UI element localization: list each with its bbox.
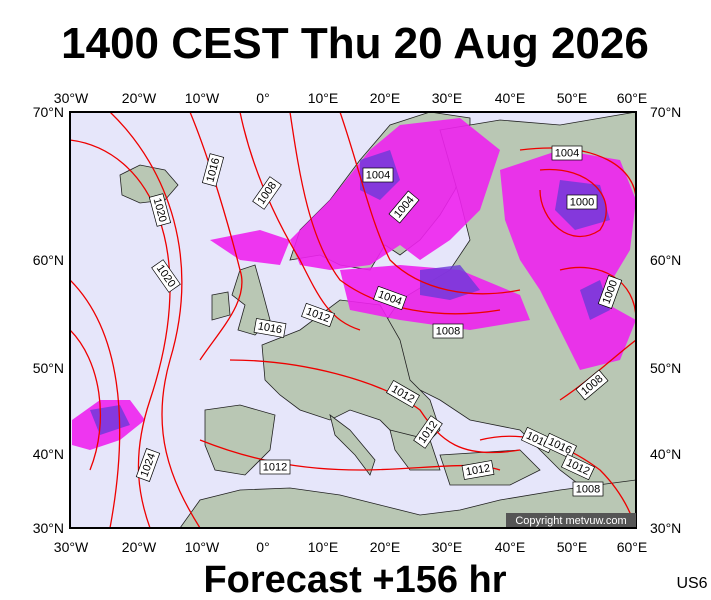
longitude-label: 10°W — [185, 90, 220, 106]
british-isles — [211, 264, 271, 336]
longitude-label: 10°E — [308, 539, 339, 555]
isobar-label: 1008 — [575, 369, 609, 401]
isobar-labels: 1016100810201020102410161012100410041004… — [135, 145, 623, 497]
label-box — [432, 323, 464, 339]
isobar-label: 1004 — [362, 167, 394, 183]
label-box — [566, 194, 598, 210]
label-box — [151, 259, 181, 293]
isobar-label: 1016 — [201, 153, 225, 187]
longitude-label: 10°W — [185, 539, 220, 555]
longitude-label: 60°E — [617, 539, 648, 555]
longitude-label: 30°E — [432, 539, 463, 555]
isobar-value: 1004 — [555, 147, 579, 159]
latitude-label: 30°N — [33, 520, 64, 536]
copyright: Copyright metvuw.com — [515, 515, 626, 527]
longitude-label: 20°E — [370, 90, 401, 106]
longitude-label: 20°W — [122, 90, 157, 106]
longitude-label: 40°E — [495, 539, 526, 555]
isobar-value: 1004 — [366, 169, 390, 181]
iberia — [204, 404, 276, 476]
longitude-label: 60°E — [617, 90, 648, 106]
isobar-label: 1004 — [551, 145, 583, 161]
isobar-value: 1012 — [465, 462, 491, 478]
isobar-value: 1016 — [257, 320, 283, 336]
label-box — [148, 193, 172, 227]
isobar-label: 1024 — [135, 448, 161, 482]
latitude-label: 70°N — [650, 104, 681, 120]
latitude-label: 70°N — [33, 104, 64, 120]
label-box — [461, 460, 495, 480]
label-box — [373, 285, 407, 311]
longitude-label: 10°E — [308, 90, 339, 106]
isobar-value: 1000 — [570, 196, 594, 208]
isobars — [70, 112, 636, 528]
label-box — [560, 453, 596, 481]
longitude-label: 30°E — [432, 90, 463, 106]
rain-area — [210, 230, 290, 265]
forecast-label: Forecast +156 hr — [203, 559, 506, 600]
isobar-label: 1012 — [259, 459, 291, 475]
copyright-box: Copyright metvuw.com — [506, 513, 636, 527]
latitude-label: 60°N — [650, 252, 681, 268]
longitude-label: 50°E — [557, 539, 588, 555]
rain-area — [290, 118, 500, 270]
longitude-label: 20°E — [370, 539, 401, 555]
label-box — [551, 145, 583, 161]
label-box — [201, 153, 225, 187]
label-box — [413, 415, 443, 449]
map-area — [69, 111, 637, 529]
isobar-label: 1008 — [432, 323, 464, 339]
latitude-label: 50°N — [650, 360, 681, 376]
axis-labels: 30°W 30°W 20°W 20°W 10°W 10°W 0° 0° 10°E 10°E 20°E… — [33, 90, 682, 555]
longitude-label: 40°E — [495, 90, 526, 106]
longitude-label: 30°W — [54, 90, 89, 106]
model-code: US6 — [676, 575, 707, 592]
label-box — [388, 190, 420, 224]
isobar-label: 1020 — [148, 193, 172, 227]
label-box — [386, 379, 420, 409]
longitude-label: 0° — [256, 539, 269, 555]
label-box — [135, 448, 161, 482]
label-box — [542, 432, 578, 460]
label-box — [252, 176, 282, 210]
longitude-label: 0° — [256, 90, 269, 106]
isobar-label: 1008 — [572, 481, 604, 497]
isobar-label: 1012 — [301, 302, 335, 328]
isobar-label: 1004 — [373, 285, 407, 311]
label-box — [575, 369, 609, 401]
longitude-label: 50°E — [557, 90, 588, 106]
isobar-value: 1012 — [263, 461, 287, 473]
isobar-label: 1012 — [560, 453, 596, 481]
isobar-label: 1000 — [597, 275, 623, 309]
longitude-label: 30°W — [54, 539, 89, 555]
label-box — [572, 481, 604, 497]
label-box — [301, 302, 335, 328]
latitude-label: 40°N — [650, 446, 681, 462]
latitude-label: 50°N — [33, 360, 64, 376]
label-box — [597, 275, 623, 309]
isobar-label: 1016 — [253, 318, 287, 338]
label-box — [362, 167, 394, 183]
map-title: 1400 CEST Thu 20 Aug 2026 — [61, 19, 649, 68]
isobar-value: 1008 — [576, 483, 600, 495]
longitude-label: 20°W — [122, 539, 157, 555]
latitude-label: 30°N — [650, 520, 681, 536]
isobar-label: 1012 — [461, 460, 495, 480]
label-box — [253, 318, 287, 338]
isobar-value: 1008 — [436, 325, 460, 337]
copyright-background — [506, 513, 636, 527]
isobar-label: 1000 — [566, 194, 598, 210]
latitude-label: 60°N — [33, 252, 64, 268]
latitude-label: 40°N — [33, 446, 64, 462]
map-frame — [69, 111, 637, 529]
label-box — [259, 459, 291, 475]
